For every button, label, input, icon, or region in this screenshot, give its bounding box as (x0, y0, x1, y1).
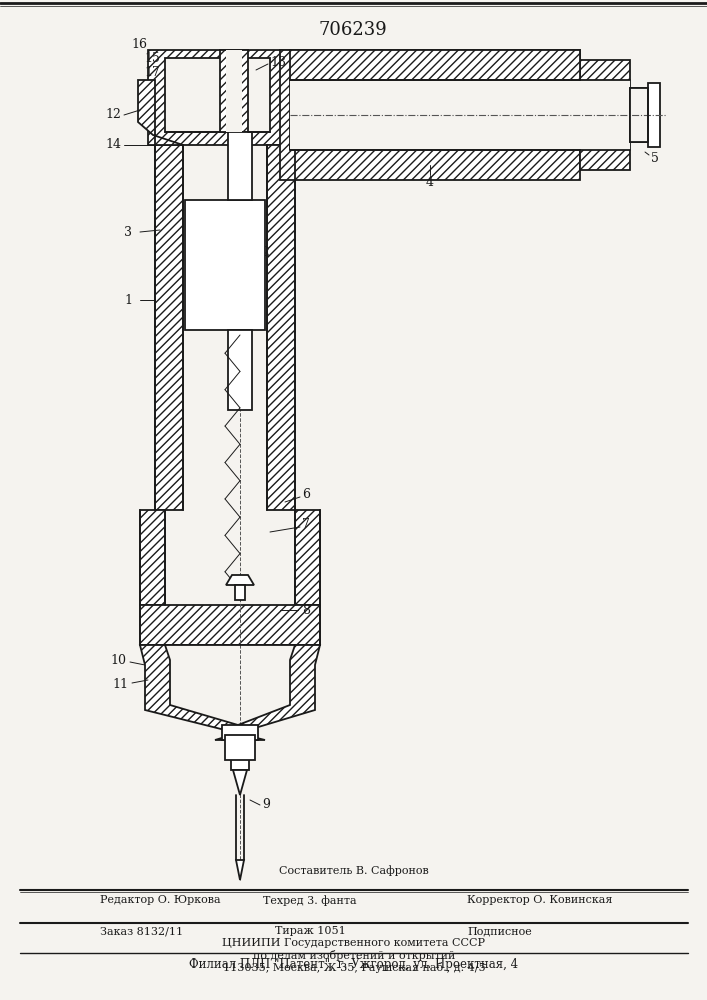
Text: 4: 4 (426, 176, 434, 188)
Bar (226, 50, 242, 132)
Text: 706239: 706239 (319, 21, 387, 39)
Polygon shape (580, 60, 630, 170)
Text: Тираж 1051: Тираж 1051 (274, 926, 346, 936)
Bar (148, 50, 290, 145)
Text: 11: 11 (112, 678, 128, 692)
Text: 113035, Москва, Ж-35, Раушская наб., д. 4/5: 113035, Москва, Ж-35, Раушская наб., д. … (223, 962, 485, 973)
Polygon shape (236, 860, 244, 880)
Text: 10: 10 (110, 654, 126, 666)
Text: Техред 3. фанта: Техред 3. фанта (263, 895, 357, 906)
Polygon shape (165, 645, 295, 730)
Bar (648, 83, 660, 147)
Text: 1: 1 (124, 294, 132, 306)
Text: Редактор О. Юркова: Редактор О. Юркова (100, 895, 221, 905)
Polygon shape (280, 50, 580, 180)
Bar (228, 132, 252, 200)
Bar (630, 88, 648, 142)
Text: 15: 15 (144, 51, 160, 64)
Bar (220, 50, 248, 132)
Text: по делам изобретений и открытий: по делам изобретений и открытий (253, 950, 455, 961)
Text: 8: 8 (302, 603, 310, 616)
Polygon shape (140, 645, 320, 740)
Text: 6: 6 (302, 488, 310, 502)
Bar (235, 585, 245, 600)
Polygon shape (155, 145, 183, 510)
Text: 16: 16 (131, 38, 147, 51)
Bar (183, 145, 267, 510)
Polygon shape (290, 125, 295, 145)
Text: 7: 7 (302, 518, 310, 532)
Bar (231, 740, 249, 770)
Bar (228, 330, 252, 410)
Polygon shape (140, 510, 165, 605)
Polygon shape (267, 145, 295, 510)
Text: 13: 13 (270, 55, 286, 68)
Polygon shape (233, 770, 247, 795)
Text: ЦНИИПИ Государственного комитета СССР: ЦНИИПИ Государственного комитета СССР (223, 938, 486, 948)
Bar (290, 80, 580, 150)
Polygon shape (138, 80, 183, 145)
Bar (165, 510, 295, 605)
Bar (185, 200, 265, 330)
Bar (630, 88, 648, 142)
Text: Подписное: Подписное (467, 926, 532, 936)
Bar (222, 725, 258, 740)
Text: 3: 3 (124, 226, 132, 238)
Polygon shape (226, 575, 254, 585)
Bar (165, 58, 270, 132)
Text: 5: 5 (651, 151, 659, 164)
Text: 17: 17 (144, 66, 160, 79)
Text: 2: 2 (261, 245, 269, 258)
Bar (290, 80, 580, 150)
Bar (630, 88, 648, 142)
Bar (580, 80, 630, 150)
Polygon shape (290, 50, 580, 150)
Text: Филиал ПЛП "Патент", г. Ужгород, ул. Проектная, 4: Филиал ПЛП "Патент", г. Ужгород, ул. Про… (189, 958, 518, 971)
Text: Составитель В. Сафронов: Составитель В. Сафронов (279, 865, 429, 876)
Text: Корректор О. Ковинская: Корректор О. Ковинская (467, 895, 613, 905)
Polygon shape (295, 510, 320, 605)
Text: Заказ 8132/11: Заказ 8132/11 (100, 926, 183, 936)
Polygon shape (140, 605, 320, 645)
Text: 12: 12 (105, 108, 121, 121)
Text: 9: 9 (262, 798, 270, 812)
Text: 14: 14 (105, 138, 121, 151)
Bar (225, 735, 255, 760)
